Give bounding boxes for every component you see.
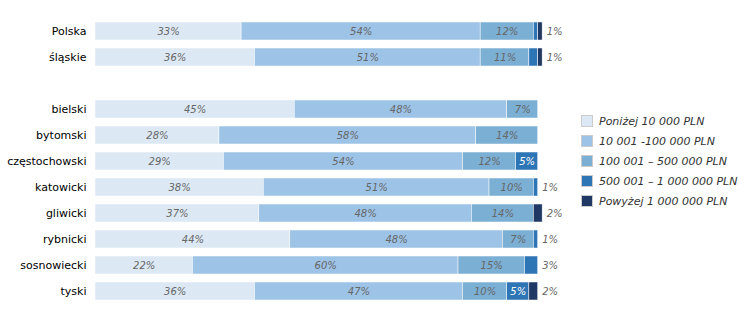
svg-text:33%: 33% (157, 26, 179, 37)
svg-text:12%: 12% (478, 156, 500, 167)
svg-text:gliwicki: gliwicki (46, 207, 87, 220)
svg-text:tyski: tyski (61, 285, 87, 298)
svg-text:47%: 47% (348, 286, 370, 297)
svg-text:54%: 54% (350, 26, 372, 37)
svg-text:rybnicki: rybnicki (43, 233, 87, 246)
svg-text:śląskie: śląskie (49, 51, 87, 64)
svg-text:60%: 60% (315, 260, 337, 271)
svg-text:48%: 48% (385, 234, 407, 245)
svg-text:bielski: bielski (51, 103, 86, 116)
svg-text:51%: 51% (366, 182, 388, 193)
svg-text:14%: 14% (492, 208, 514, 219)
svg-text:29%: 29% (149, 156, 171, 167)
svg-text:48%: 48% (390, 104, 412, 115)
svg-text:45%: 45% (184, 104, 206, 115)
svg-text:1%: 1% (542, 182, 558, 193)
svg-text:58%: 58% (337, 130, 359, 141)
svg-text:1%: 1% (547, 26, 563, 37)
svg-text:14%: 14% (496, 130, 518, 141)
svg-text:15%: 15% (481, 260, 503, 271)
svg-text:1%: 1% (542, 234, 558, 245)
svg-text:54%: 54% (332, 156, 354, 167)
svg-text:11%: 11% (494, 52, 516, 63)
svg-text:3%: 3% (542, 260, 558, 271)
html-text:100 001 – 500 000 PLN: 100 001 – 500 000 PLN (599, 154, 727, 168)
svg-text:częstochowski: częstochowski (7, 155, 86, 168)
svg-text:44%: 44% (182, 234, 204, 245)
svg-text:7%: 7% (510, 234, 526, 245)
svg-text:48%: 48% (354, 208, 376, 219)
html-text:10 001 -100 000 PLN: 10 001 -100 000 PLN (599, 134, 715, 148)
svg-text:10%: 10% (501, 182, 523, 193)
svg-text:7%: 7% (515, 104, 531, 115)
svg-text:36%: 36% (164, 286, 186, 297)
svg-text:katowicki: katowicki (35, 181, 87, 194)
html-text:500 001 – 1 000 000 PLN: 500 001 – 1 000 000 PLN (599, 174, 738, 188)
svg-text:12%: 12% (496, 26, 518, 37)
svg-text:28%: 28% (146, 130, 168, 141)
svg-text:22%: 22% (133, 260, 155, 271)
svg-text:10%: 10% (474, 286, 496, 297)
svg-text:Polska: Polska (52, 25, 87, 38)
svg-text:5%: 5% (510, 286, 526, 297)
svg-text:sosnowiecki: sosnowiecki (20, 259, 86, 272)
svg-text:51%: 51% (357, 52, 379, 63)
svg-text:5%: 5% (519, 156, 535, 167)
svg-text:1%: 1% (547, 52, 563, 63)
html-text:Poniżej 10 000 PLN: Poniżej 10 000 PLN (599, 114, 705, 128)
svg-text:38%: 38% (168, 182, 190, 193)
svg-text:2%: 2% (547, 208, 563, 219)
svg-text:2%: 2% (542, 286, 558, 297)
html-text:Powyżej 1 000 000 PLN: Powyżej 1 000 000 PLN (599, 194, 728, 208)
svg-text:bytomski: bytomski (36, 129, 86, 142)
svg-text:37%: 37% (166, 208, 188, 219)
svg-text:36%: 36% (164, 52, 186, 63)
